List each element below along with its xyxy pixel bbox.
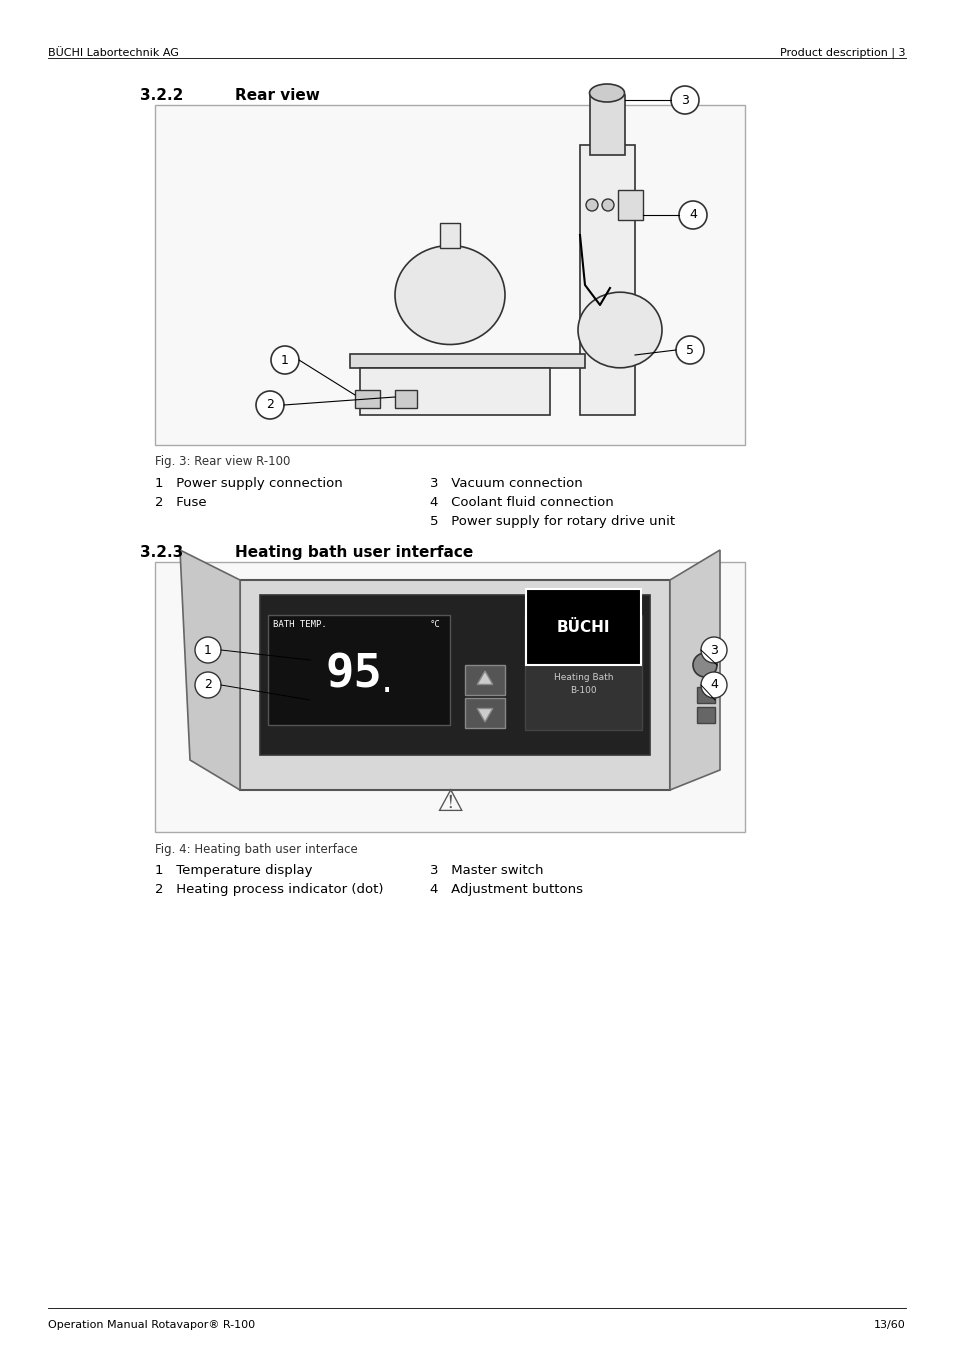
Circle shape bbox=[194, 672, 221, 698]
Text: Fig. 3: Rear view R-100: Fig. 3: Rear view R-100 bbox=[154, 455, 290, 468]
FancyBboxPatch shape bbox=[589, 95, 624, 155]
Polygon shape bbox=[669, 549, 720, 790]
Polygon shape bbox=[240, 580, 669, 790]
FancyBboxPatch shape bbox=[355, 390, 379, 408]
FancyBboxPatch shape bbox=[697, 687, 714, 703]
Text: ⚠: ⚠ bbox=[436, 787, 463, 817]
Circle shape bbox=[700, 637, 726, 663]
FancyBboxPatch shape bbox=[395, 390, 416, 408]
Circle shape bbox=[194, 637, 221, 663]
FancyBboxPatch shape bbox=[439, 223, 459, 248]
FancyBboxPatch shape bbox=[260, 595, 649, 755]
FancyBboxPatch shape bbox=[154, 562, 744, 832]
Ellipse shape bbox=[395, 246, 504, 344]
Text: 95: 95 bbox=[325, 652, 382, 698]
Text: 2: 2 bbox=[266, 398, 274, 412]
Circle shape bbox=[670, 86, 699, 113]
Text: 1: 1 bbox=[204, 644, 212, 656]
Text: BATH TEMP.: BATH TEMP. bbox=[273, 620, 327, 629]
Circle shape bbox=[601, 198, 614, 211]
Text: Operation Manual Rotavapor® R-100: Operation Manual Rotavapor® R-100 bbox=[48, 1320, 254, 1330]
Text: 1   Temperature display: 1 Temperature display bbox=[154, 864, 313, 878]
Text: 5   Power supply for rotary drive unit: 5 Power supply for rotary drive unit bbox=[430, 514, 675, 528]
Text: 4: 4 bbox=[709, 679, 718, 691]
FancyBboxPatch shape bbox=[154, 105, 744, 446]
Text: 3   Vacuum connection: 3 Vacuum connection bbox=[430, 477, 582, 490]
Text: 13/60: 13/60 bbox=[873, 1320, 905, 1330]
Circle shape bbox=[585, 198, 598, 211]
FancyBboxPatch shape bbox=[350, 354, 584, 369]
FancyBboxPatch shape bbox=[618, 190, 642, 220]
FancyBboxPatch shape bbox=[697, 707, 714, 724]
Text: 2: 2 bbox=[204, 679, 212, 691]
Text: B-100: B-100 bbox=[570, 686, 597, 695]
Polygon shape bbox=[180, 549, 240, 790]
Text: 1: 1 bbox=[281, 354, 289, 366]
FancyBboxPatch shape bbox=[464, 698, 504, 728]
Text: 3   Master switch: 3 Master switch bbox=[430, 864, 543, 878]
Text: 4: 4 bbox=[688, 208, 697, 221]
Text: 2   Heating process indicator (dot): 2 Heating process indicator (dot) bbox=[154, 883, 383, 896]
FancyBboxPatch shape bbox=[268, 616, 450, 725]
Text: 4   Adjustment buttons: 4 Adjustment buttons bbox=[430, 883, 582, 896]
Circle shape bbox=[692, 653, 717, 676]
Text: 4   Coolant fluid connection: 4 Coolant fluid connection bbox=[430, 495, 613, 509]
Text: Fig. 4: Heating bath user interface: Fig. 4: Heating bath user interface bbox=[154, 842, 357, 856]
Text: 3.2.2: 3.2.2 bbox=[140, 88, 183, 103]
Text: 3.2.3: 3.2.3 bbox=[140, 545, 183, 560]
Circle shape bbox=[255, 392, 284, 418]
FancyBboxPatch shape bbox=[579, 144, 635, 414]
Text: Heating bath user interface: Heating bath user interface bbox=[234, 545, 473, 560]
Text: Rear view: Rear view bbox=[234, 88, 319, 103]
FancyBboxPatch shape bbox=[359, 369, 550, 414]
Text: 5: 5 bbox=[685, 343, 693, 356]
Text: 3: 3 bbox=[709, 644, 718, 656]
Text: Product description | 3: Product description | 3 bbox=[780, 49, 905, 58]
Text: 2   Fuse: 2 Fuse bbox=[154, 495, 207, 509]
Text: °C: °C bbox=[429, 620, 439, 629]
Text: 3: 3 bbox=[680, 93, 688, 107]
Circle shape bbox=[676, 336, 703, 364]
Text: BÜCHI: BÜCHI bbox=[557, 620, 610, 634]
FancyBboxPatch shape bbox=[524, 616, 641, 730]
Text: .: . bbox=[377, 668, 395, 698]
Circle shape bbox=[679, 201, 706, 230]
Circle shape bbox=[271, 346, 298, 374]
Text: Heating Bath: Heating Bath bbox=[553, 674, 613, 682]
Text: 1   Power supply connection: 1 Power supply connection bbox=[154, 477, 342, 490]
Text: BÜCHI Labortechnik AG: BÜCHI Labortechnik AG bbox=[48, 49, 179, 58]
FancyBboxPatch shape bbox=[464, 666, 504, 695]
Circle shape bbox=[700, 672, 726, 698]
Ellipse shape bbox=[578, 292, 661, 367]
Ellipse shape bbox=[589, 84, 624, 103]
